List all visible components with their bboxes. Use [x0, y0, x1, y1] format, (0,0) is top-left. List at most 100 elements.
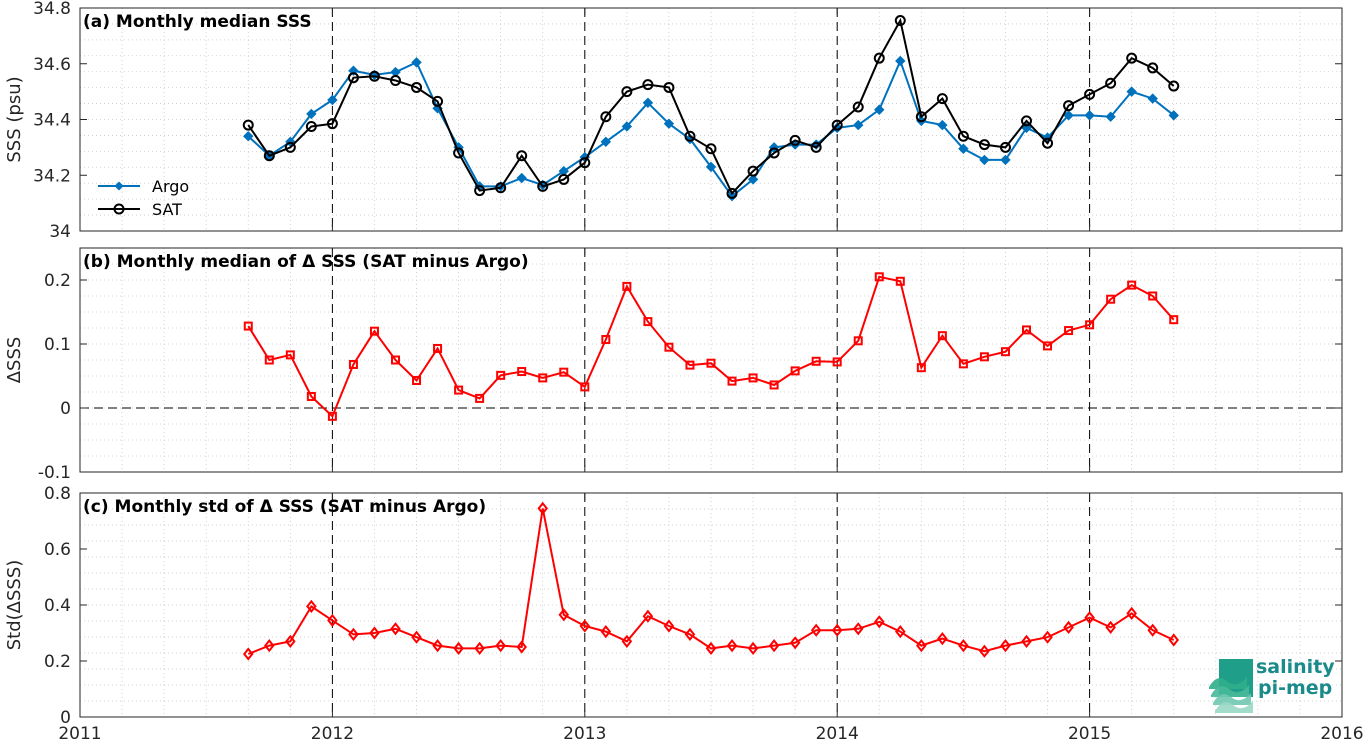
data-point [558, 173, 570, 185]
data-point [1063, 620, 1074, 635]
legend-label: SAT [152, 200, 182, 219]
y-tick-label: 34.6 [33, 55, 71, 75]
data-point [1126, 606, 1137, 621]
data-point [600, 136, 612, 148]
series-line-delta [247, 275, 1175, 419]
axes-box [79, 247, 1343, 473]
data-point [516, 640, 527, 654]
data-point [242, 119, 254, 131]
y-tick-label: 0 [60, 708, 71, 728]
data-point [664, 342, 674, 352]
y-tick-label: 0.1 [44, 335, 71, 355]
legend-marker [114, 181, 124, 191]
data-point [873, 615, 885, 629]
data-point [705, 641, 717, 656]
data-point [306, 391, 316, 401]
data-point [747, 641, 759, 656]
data-point [516, 172, 527, 184]
data-point [832, 357, 842, 367]
data-point [958, 359, 968, 369]
data-point [1085, 320, 1095, 330]
data-point [1021, 115, 1032, 127]
data-point [264, 638, 275, 653]
panel-title: (a) Monthly median SSS [83, 12, 312, 32]
data-point [1084, 610, 1095, 625]
y-axis-label: SSS (psu) [4, 76, 25, 162]
data-point [1105, 111, 1116, 122]
data-point [705, 161, 717, 173]
data-point [1105, 620, 1116, 635]
data-point [1000, 154, 1011, 166]
legend: Argo SAT [98, 177, 189, 219]
data-point [327, 613, 338, 628]
data-point [306, 108, 317, 120]
series-line-delta [247, 508, 1175, 655]
x-tick-label: 2013 [563, 724, 606, 744]
data-point [391, 355, 400, 365]
data-point [873, 52, 885, 64]
data-point [895, 276, 905, 286]
data-point [978, 139, 990, 151]
data-point [642, 97, 654, 108]
data-point [306, 599, 317, 614]
logo-wave [1215, 701, 1253, 713]
data-point [1084, 110, 1095, 121]
y-tick-label: 34.4 [33, 111, 71, 131]
data-point [937, 119, 948, 131]
x-tick-label: 2012 [311, 724, 354, 744]
data-point [853, 119, 864, 131]
data-point [1084, 88, 1096, 100]
data-point [642, 79, 654, 91]
data-point [853, 336, 863, 346]
data-point [263, 150, 275, 162]
data-point [811, 356, 821, 366]
data-point [580, 382, 590, 392]
data-point [601, 335, 611, 345]
data-point [979, 644, 990, 658]
data-point [622, 281, 632, 291]
data-point [538, 373, 548, 383]
data-point [999, 141, 1011, 153]
data-point [475, 393, 485, 403]
legend-marker [113, 203, 125, 215]
data-point [537, 501, 549, 516]
data-point [285, 350, 295, 360]
data-point [726, 187, 738, 199]
y-tick-label: 0.4 [44, 596, 71, 616]
logo-wave [1211, 685, 1249, 697]
data-point [684, 130, 696, 142]
data-point [937, 331, 947, 341]
data-point [852, 622, 864, 636]
data-point [579, 619, 591, 633]
data-point [790, 366, 800, 376]
data-point [768, 638, 780, 653]
data-point [916, 638, 927, 653]
data-point [936, 93, 948, 105]
data-point [748, 373, 758, 383]
data-point [1106, 294, 1116, 304]
data-point [1147, 93, 1158, 104]
y-tick-label: 0.6 [44, 540, 71, 560]
data-point [411, 630, 422, 644]
data-point [600, 111, 612, 123]
data-point [411, 57, 422, 68]
y-tick-label: 34.8 [33, 0, 71, 19]
data-point [621, 86, 633, 98]
data-point [454, 385, 464, 395]
data-point [706, 358, 716, 368]
data-point [433, 343, 443, 353]
data-point [243, 131, 254, 142]
panel-b: -0.1 0 0.1 0.2 ΔSSS (b) Monthly median of Δ S… [4, 247, 1343, 483]
data-point [663, 118, 675, 129]
data-point [1042, 630, 1053, 644]
data-point [390, 622, 401, 636]
data-point [243, 321, 253, 331]
data-point [453, 147, 465, 159]
data-point [663, 81, 675, 93]
data-point [705, 143, 717, 155]
data-point [684, 627, 696, 642]
series-line-sat [247, 17, 1175, 196]
panel-title: (b) Monthly median of Δ SSS (SAT minus A… [83, 252, 529, 272]
data-point [368, 70, 380, 82]
data-point [348, 359, 358, 369]
